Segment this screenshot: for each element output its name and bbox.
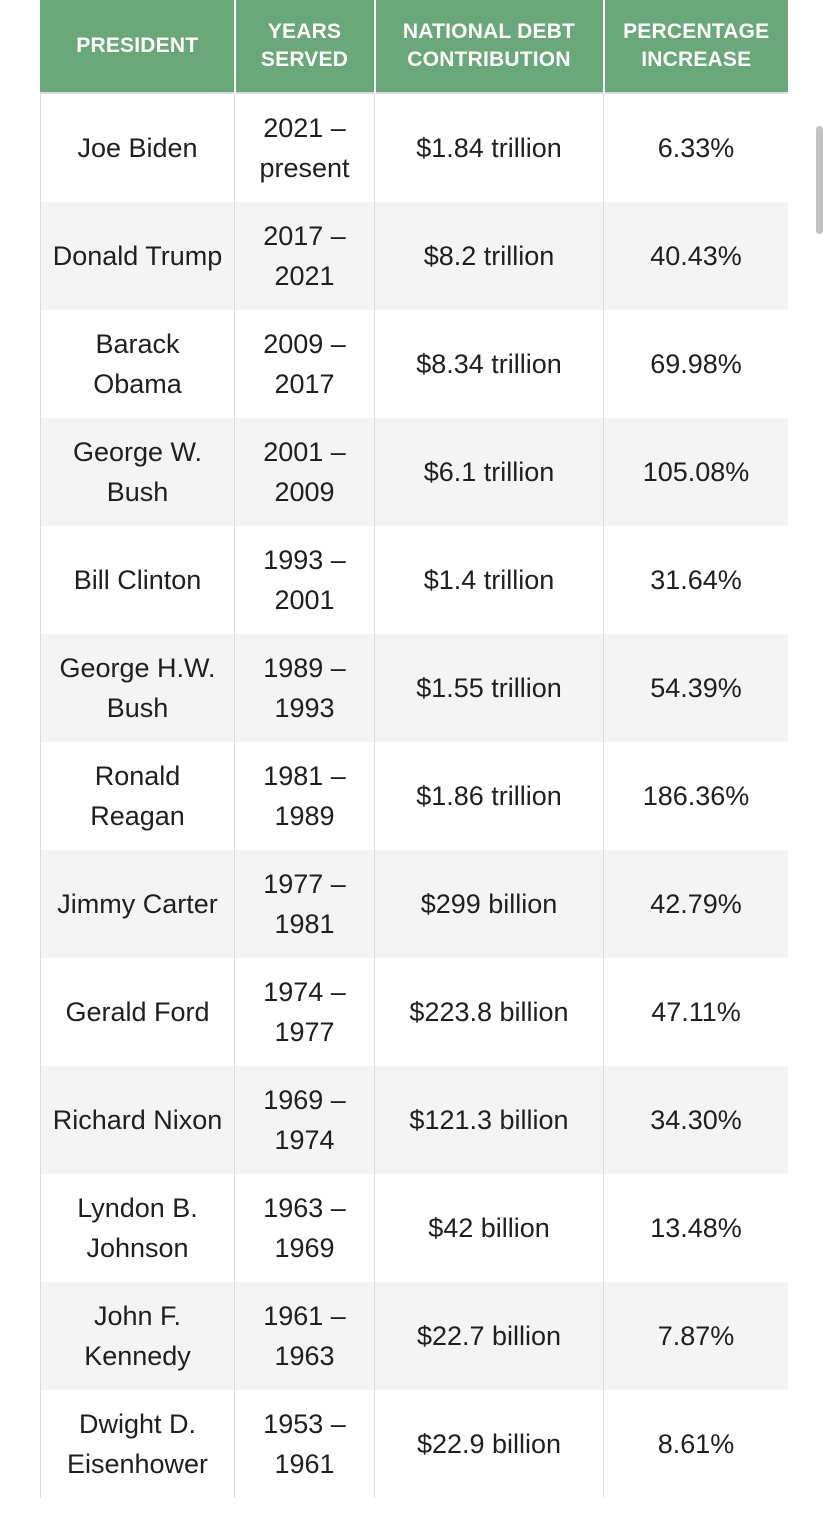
table-row: Dwight D. Eisenhower 1953 – 1961 $22.9 bil… [40,1390,788,1498]
years-served-cell: 2017 – 2021 [234,202,375,310]
column-header-debt-contribution: NATIONAL DEBT CONTRIBUTION [373,0,604,93]
president-cell: Joe Biden [40,92,235,202]
president-debt-table: PRESIDENT YEARS SERVED NATIONAL DEBT CON… [40,0,788,1498]
president-cell: George H.W. Bush [40,634,235,742]
table-row: Joe Biden 2021 – present $1.84 trillion 6.3… [40,92,788,202]
years-served-cell: 1977 – 1981 [234,850,375,958]
years-served-cell: 1981 – 1989 [234,742,375,850]
debt-table-container: PRESIDENT YEARS SERVED NATIONAL DEBT CON… [40,0,788,1513]
years-served-cell: 1953 – 1961 [234,1390,375,1498]
table-row: George W. Bush 2001 – 2009 $6.1 trillion 10… [40,418,788,526]
percentage-increase-cell: 13.48% [603,1174,788,1282]
debt-contribution-cell: $1.4 trillion [374,526,604,634]
president-cell: John F. Kennedy [40,1282,235,1390]
debt-contribution-cell: $22.9 billion [374,1390,604,1498]
debt-contribution-cell: $1.55 trillion [374,634,604,742]
table-row: Barack Obama 2009 – 2017 $8.34 trillion 69.… [40,310,788,418]
president-cell: Richard Nixon [40,1066,235,1174]
column-header-years-served: YEARS SERVED [233,0,375,93]
president-cell: Ronald Reagan [40,742,235,850]
percentage-increase-cell: 42.79% [603,850,788,958]
president-cell: Gerald Ford [40,958,235,1066]
percentage-increase-cell: 8.61% [603,1390,788,1498]
years-served-cell: 1989 – 1993 [234,634,375,742]
table-row: Jimmy Carter 1977 – 1981 $299 billion 42.79… [40,850,788,958]
header-row: PRESIDENT YEARS SERVED NATIONAL DEBT CON… [40,0,788,93]
years-served-cell: 2021 – present [234,92,375,202]
debt-contribution-cell: $223.8 billion [374,958,604,1066]
percentage-increase-cell: 47.11% [603,958,788,1066]
table-row: Lyndon B. Johnson 1963 – 1969 $42 billion 1… [40,1174,788,1282]
years-served-cell: 1974 – 1977 [234,958,375,1066]
percentage-increase-cell: 186.36% [603,742,788,850]
debt-contribution-cell: $42 billion [374,1174,604,1282]
scrollbar[interactable] [816,126,823,234]
percentage-increase-cell: 69.98% [603,310,788,418]
percentage-increase-cell: 7.87% [603,1282,788,1390]
table-body: Joe Biden 2021 – present $1.84 trillion 6.3… [40,92,788,1498]
table-row: Donald Trump 2017 – 2021 $8.2 trillion 40.4… [40,202,788,310]
president-cell: George W. Bush [40,418,235,526]
table-row: Richard Nixon 1969 – 1974 $121.3 billion 34… [40,1066,788,1174]
years-served-cell: 1963 – 1969 [234,1174,375,1282]
percentage-increase-cell: 54.39% [603,634,788,742]
debt-contribution-cell: $1.84 trillion [374,92,604,202]
president-cell: Jimmy Carter [40,850,235,958]
debt-contribution-cell: $6.1 trillion [374,418,604,526]
table-row: Gerald Ford 1974 – 1977 $223.8 billion 47.1… [40,958,788,1066]
years-served-cell: 1993 – 2001 [234,526,375,634]
percentage-increase-cell: 31.64% [603,526,788,634]
president-cell: Lyndon B. Johnson [40,1174,235,1282]
table-row: Ronald Reagan 1981 – 1989 $1.86 trillion 18… [40,742,788,850]
debt-contribution-cell: $8.34 trillion [374,310,604,418]
debt-contribution-cell: $22.7 billion [374,1282,604,1390]
years-served-cell: 1961 – 1963 [234,1282,375,1390]
years-served-cell: 2001 – 2009 [234,418,375,526]
president-cell: Barack Obama [40,310,235,418]
column-header-percentage-increase: PERCENTAGE INCREASE [602,0,788,93]
table-row: Bill Clinton 1993 – 2001 $1.4 trillion 31.6… [40,526,788,634]
debt-contribution-cell: $1.86 trillion [374,742,604,850]
percentage-increase-cell: 34.30% [603,1066,788,1174]
table-header: PRESIDENT YEARS SERVED NATIONAL DEBT CON… [40,0,788,93]
president-cell: Donald Trump [40,202,235,310]
column-header-president: PRESIDENT [40,0,235,93]
debt-contribution-cell: $299 billion [374,850,604,958]
president-cell: Dwight D. Eisenhower [40,1390,235,1498]
percentage-increase-cell: 6.33% [603,92,788,202]
president-cell: Bill Clinton [40,526,235,634]
percentage-increase-cell: 105.08% [603,418,788,526]
percentage-increase-cell: 40.43% [603,202,788,310]
table-row: John F. Kennedy 1961 – 1963 $22.7 billion 7… [40,1282,788,1390]
years-served-cell: 1969 – 1974 [234,1066,375,1174]
debt-contribution-cell: $121.3 billion [374,1066,604,1174]
years-served-cell: 2009 – 2017 [234,310,375,418]
debt-contribution-cell: $8.2 trillion [374,202,604,310]
table-row: George H.W. Bush 1989 – 1993 $1.55 trillio… [40,634,788,742]
